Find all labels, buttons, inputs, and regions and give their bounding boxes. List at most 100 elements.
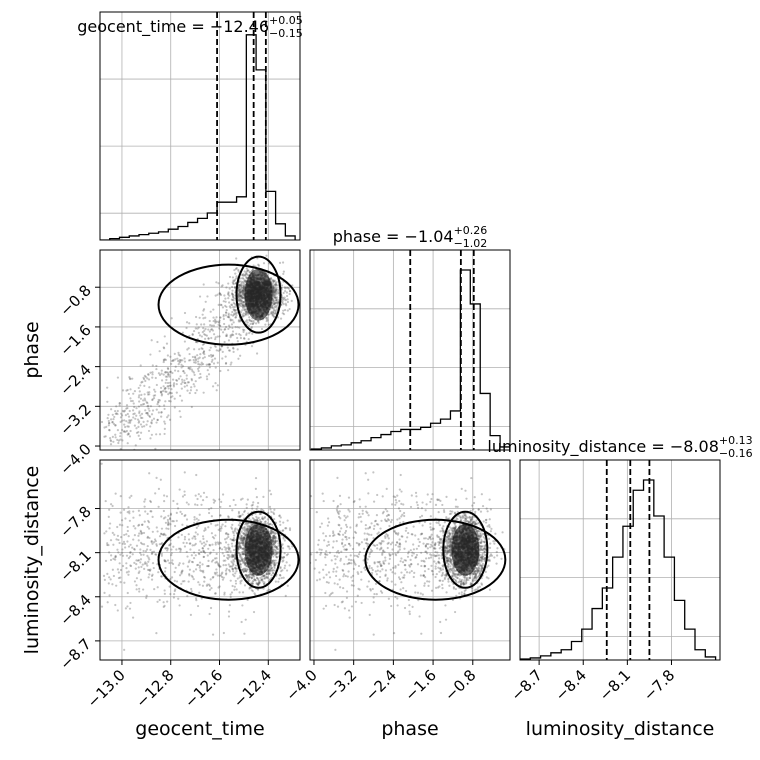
sample-point [251, 332, 254, 335]
sample-point [245, 503, 248, 506]
sample-point [242, 547, 245, 550]
sample-point [243, 526, 246, 529]
sample-point [241, 289, 244, 292]
sample-point [166, 373, 170, 376]
sample-point [225, 334, 228, 337]
sample-point [123, 581, 126, 584]
sample-point [248, 316, 251, 319]
sample-point [193, 521, 196, 524]
sample-point [227, 610, 231, 613]
sample-point [208, 584, 211, 587]
sample-point [270, 510, 273, 513]
sample-point [135, 577, 139, 580]
sample-point [241, 289, 244, 293]
sample-point [218, 292, 221, 295]
sample-point [239, 498, 243, 501]
sample-point [118, 562, 121, 565]
sample-point [272, 512, 276, 516]
sample-point [219, 324, 222, 328]
sample-point [200, 361, 203, 364]
sample-point [224, 525, 227, 528]
sample-point [242, 570, 246, 573]
sample-point [286, 519, 289, 522]
sample-point [109, 558, 113, 562]
sample-point [238, 296, 241, 299]
sample-point [272, 290, 275, 293]
sample-point [242, 304, 245, 308]
sample-point [254, 487, 257, 490]
sample-point [126, 605, 129, 608]
sample-point [112, 422, 115, 425]
sample-point [191, 576, 194, 579]
sample-point [272, 511, 275, 514]
sample-point [253, 578, 256, 581]
sample-point [190, 405, 193, 409]
sample-point [244, 561, 247, 565]
sample-point [240, 541, 244, 545]
sample-point [148, 472, 151, 475]
sample-point [243, 287, 246, 291]
sample-point [140, 431, 143, 434]
sample-point [208, 588, 212, 591]
sample-point [239, 582, 242, 585]
sample-point [284, 299, 287, 302]
sample-point [273, 290, 276, 294]
sample-point [242, 304, 245, 307]
sample-point [211, 543, 214, 546]
sample-point [107, 413, 110, 416]
sample-point [281, 301, 284, 304]
sample-point [275, 546, 279, 549]
sample-point [272, 536, 275, 539]
sample-point [167, 393, 170, 396]
sample-point [238, 284, 241, 287]
sample-point [123, 648, 126, 651]
sample-point [212, 362, 216, 365]
sample-point [109, 440, 113, 443]
sample-point [204, 333, 207, 337]
sample-point [240, 287, 243, 290]
sample-point [126, 511, 129, 514]
sample-point [232, 531, 235, 535]
sample-point [116, 534, 120, 537]
sample-point [162, 533, 165, 536]
sample-point [151, 398, 154, 401]
sample-point [224, 532, 228, 535]
sample-point [243, 536, 247, 539]
sample-point [240, 283, 243, 286]
sample-point [270, 532, 273, 535]
sample-point [246, 524, 249, 527]
sample-point [190, 587, 193, 591]
sample-point [243, 337, 246, 340]
sample-point [219, 316, 222, 319]
sample-point [273, 290, 276, 293]
sample-point [173, 369, 177, 372]
sample-point [245, 564, 248, 568]
sample-point [227, 292, 230, 295]
sample-point [177, 370, 180, 373]
sample-point [241, 305, 244, 308]
sample-point [219, 529, 222, 532]
sample-point [273, 315, 276, 318]
sample-point [248, 319, 251, 322]
sample-point [173, 406, 176, 409]
sample-point [239, 559, 242, 563]
sample-point [175, 383, 178, 386]
sample-point [241, 281, 245, 284]
sample-point [281, 556, 284, 560]
sample-point [281, 296, 284, 299]
sample-point [244, 280, 247, 283]
sample-point [188, 391, 191, 395]
sample-point [131, 399, 134, 403]
sample-point [206, 554, 209, 557]
sample-point [271, 279, 274, 282]
sample-point [274, 539, 277, 543]
sample-point [276, 300, 280, 303]
sample-point [162, 359, 166, 362]
sample-point [223, 340, 226, 344]
sample-point [168, 381, 172, 384]
sample-point [202, 571, 205, 574]
sample-point [284, 287, 287, 290]
sample-point [156, 418, 159, 422]
sample-point [207, 547, 210, 550]
sample-point [123, 419, 126, 422]
